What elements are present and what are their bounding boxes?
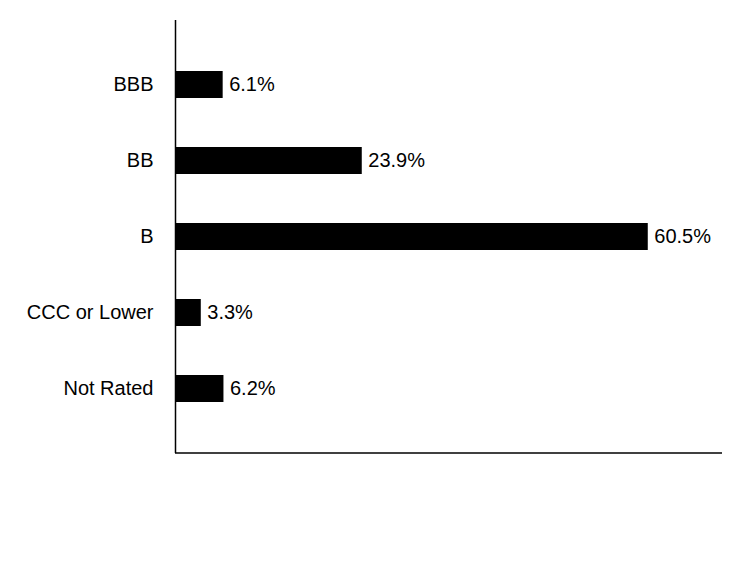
svg-text:6.1%: 6.1%	[229, 73, 275, 95]
svg-text:60.5%: 60.5%	[654, 225, 711, 247]
svg-text:CCC or Lower: CCC or Lower	[27, 301, 154, 323]
svg-text:BBB: BBB	[113, 73, 153, 95]
svg-text:3.3%: 3.3%	[207, 301, 253, 323]
svg-text:BB: BB	[127, 149, 154, 171]
svg-text:Not Rated: Not Rated	[63, 377, 153, 399]
svg-text:23.9%: 23.9%	[368, 149, 425, 171]
svg-text:6.2%: 6.2%	[230, 377, 276, 399]
svg-text:B: B	[140, 225, 153, 247]
